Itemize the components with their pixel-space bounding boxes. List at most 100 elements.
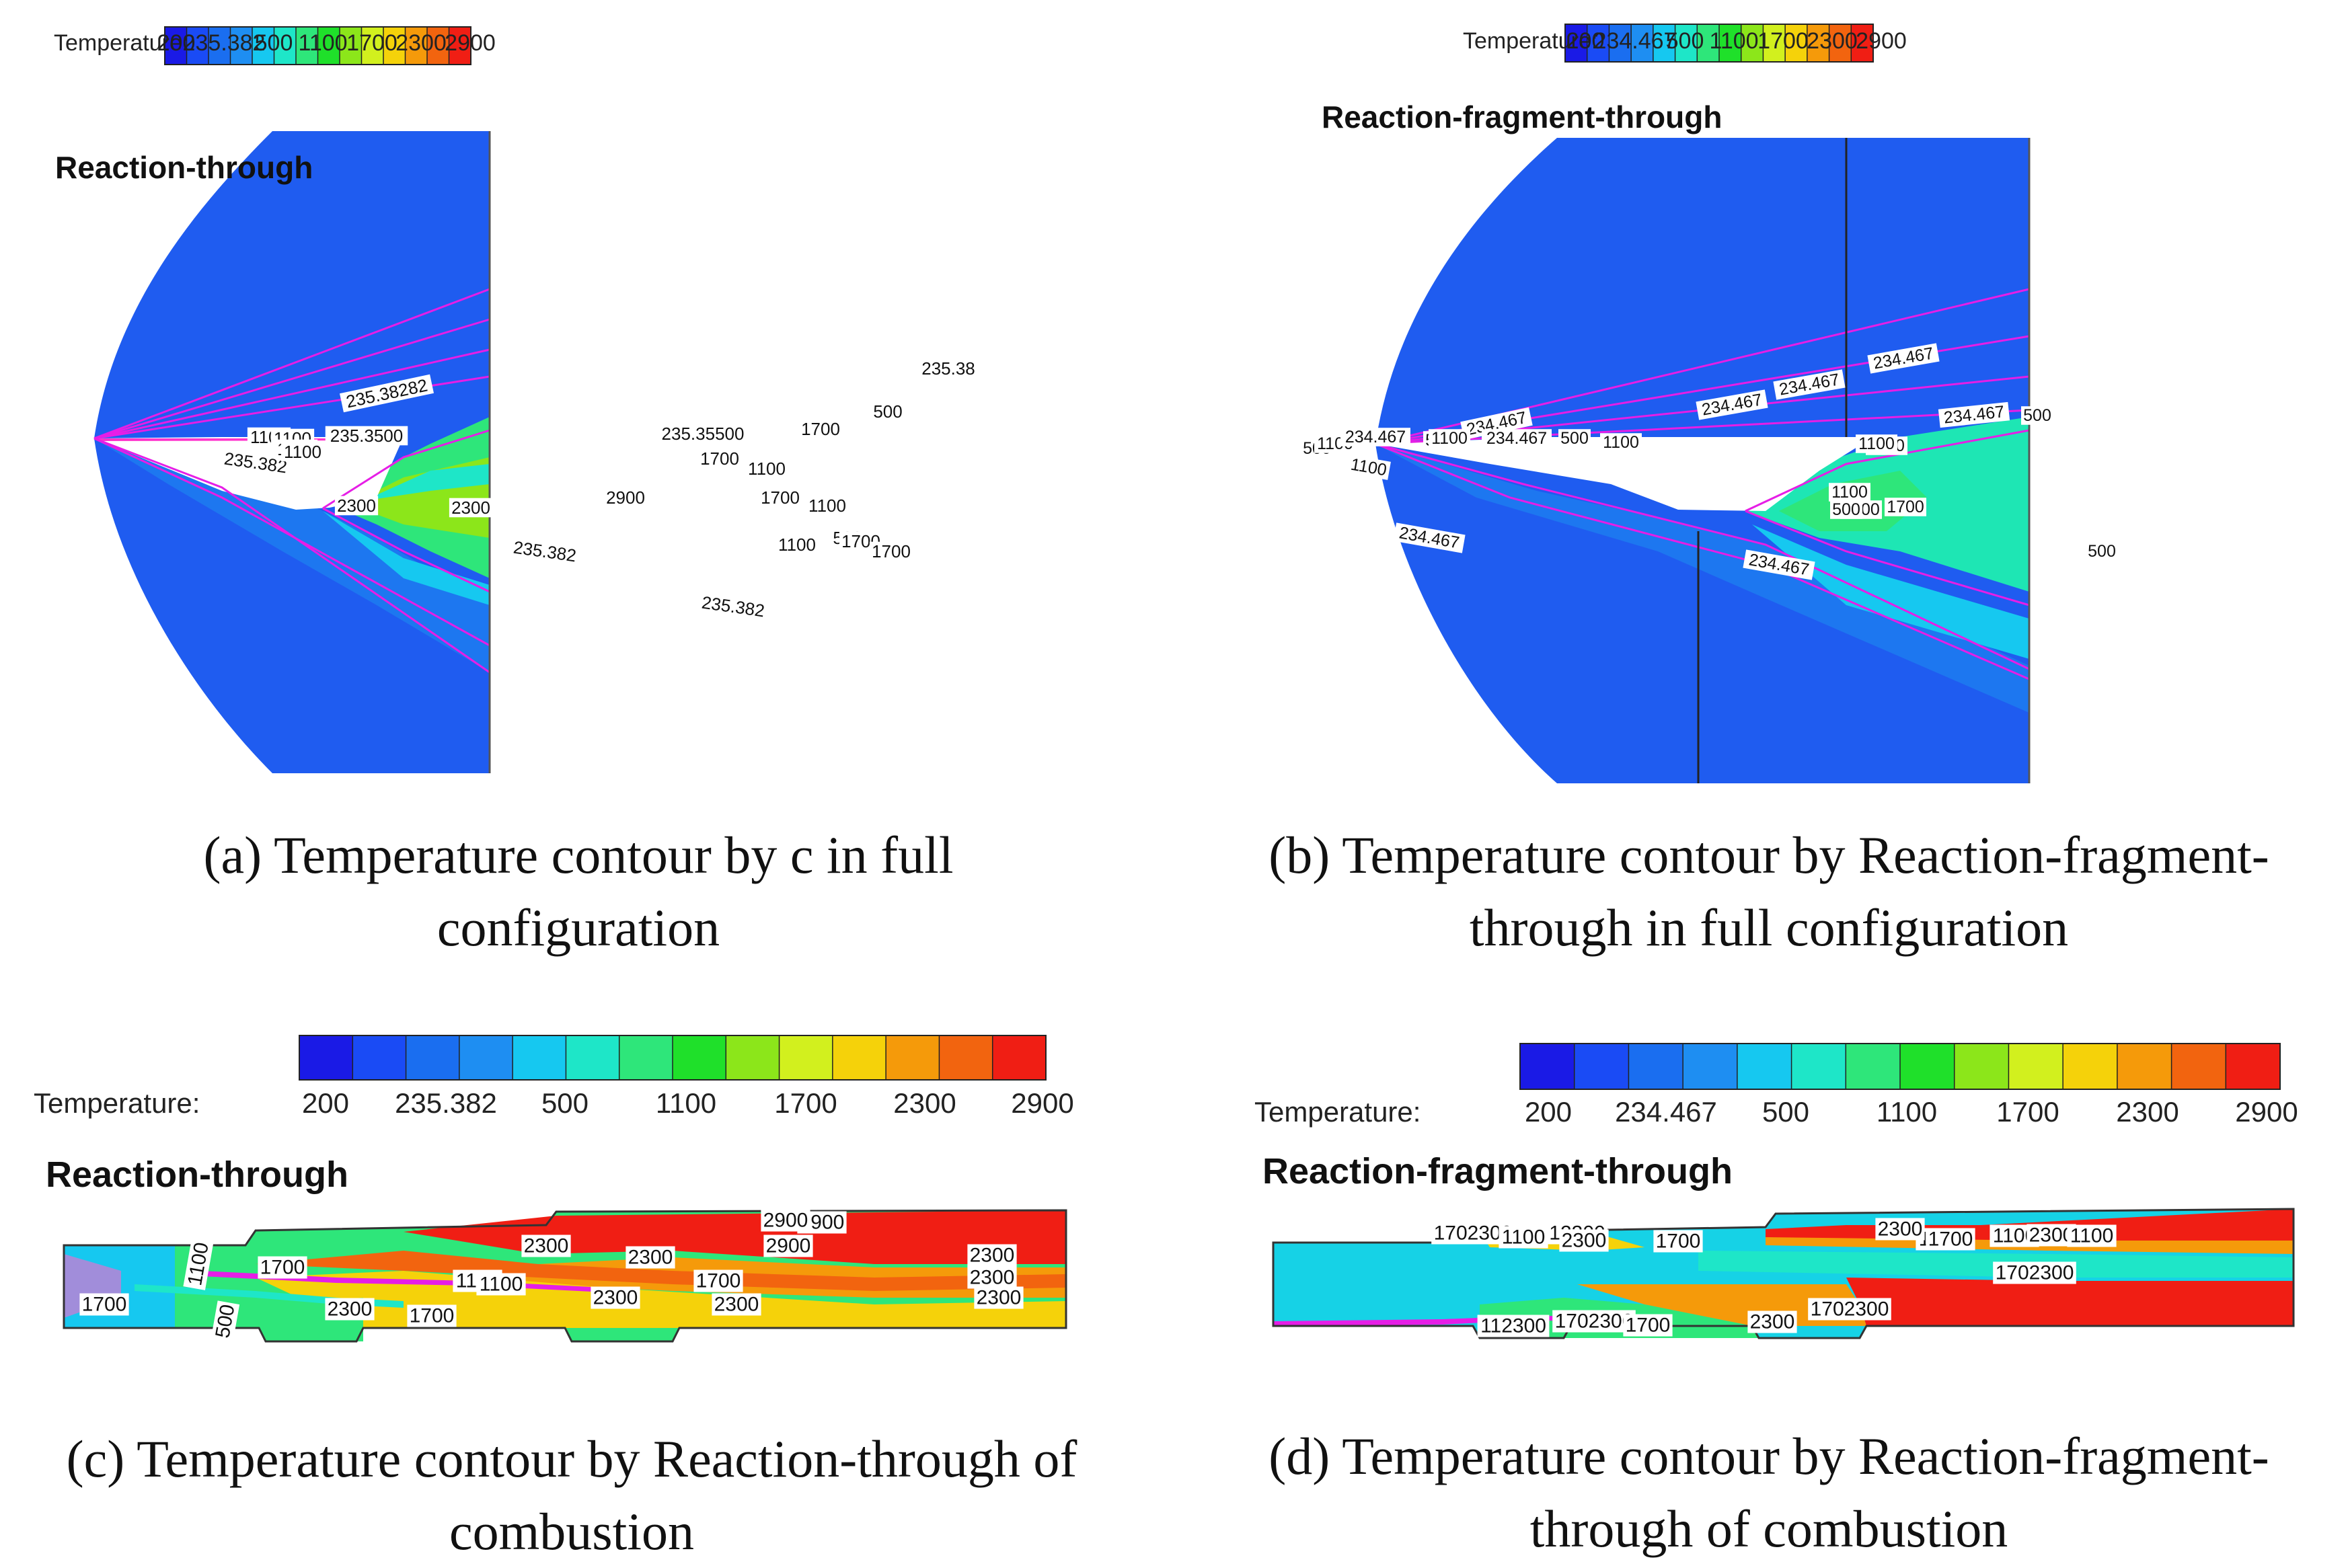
combustor-border	[63, 1209, 1067, 1343]
colorbar-swatch	[939, 1035, 993, 1080]
colorbar-swatch	[1807, 24, 1830, 62]
magenta-streak	[1273, 1315, 1644, 1326]
contour-label-bg	[1340, 428, 1410, 446]
contour-label: 500	[2086, 542, 2118, 561]
colorbar	[1564, 24, 1874, 63]
contour-label-text: 1700	[1656, 1230, 1701, 1253]
contour-label: 2900	[603, 487, 648, 508]
contour-label-bg	[340, 374, 434, 413]
contour-label-text: 1700	[696, 1270, 741, 1292]
contour-label-bg	[1653, 1230, 1703, 1253]
panel-c: Temperature: 200 235.382 500 1100 1700 2…	[0, 982, 1174, 1561]
colorbar-swatch	[1900, 1044, 1955, 1089]
colorbar-tick: 234.467	[1615, 1096, 1717, 1128]
colorbar-swatch	[406, 1035, 460, 1080]
contour-label-bg	[258, 1256, 307, 1279]
contour-label-bg	[1558, 429, 1591, 448]
contour-label: 1100	[745, 459, 789, 479]
hot-band-mid	[256, 1251, 1066, 1291]
panel-b: Temperature: 200 234.467 500 1100 1700 2…	[1174, 0, 2348, 982]
colorbar-tick: 2300	[1807, 28, 1858, 54]
colorbar-swatch	[1741, 24, 1764, 62]
contour-label-text: 2300	[1562, 1230, 1607, 1252]
colorbar-swatch	[779, 1035, 833, 1080]
contour-label-text: 2300	[1878, 1218, 1923, 1241]
contour-label-text: 1100	[1431, 429, 1468, 448]
contour-label-bg	[325, 1298, 375, 1321]
contour-label: 2300	[974, 1286, 1024, 1309]
colorbar-tick: 234.467	[1594, 28, 1677, 54]
colorbar-swatch	[317, 27, 340, 65]
contour-label-bg	[1875, 1218, 1925, 1241]
contour-label-bg	[521, 1234, 571, 1257]
contour-label: 235.35500	[656, 424, 749, 444]
colorbar-swatch	[1609, 24, 1632, 62]
colorbar-swatch	[252, 27, 274, 65]
contour-label-text: 2300	[524, 1235, 569, 1257]
colorbar-swatch	[209, 27, 231, 65]
wake-zone	[94, 438, 490, 672]
caption: (d) Temperature contour by Reaction-frag…	[1201, 1420, 2337, 1565]
contour-label-bg	[626, 1246, 675, 1269]
contour-label-text: 235.382	[700, 592, 765, 621]
contour-label-bg	[1808, 1298, 1891, 1321]
plot-title: Reaction-fragment-through	[1322, 100, 1722, 134]
contour-label-bg	[2067, 1224, 2117, 1247]
caption-line: through of combustion	[1529, 1499, 2008, 1558]
colorbar-swatch	[513, 1035, 566, 1080]
caption-line: combustion	[449, 1502, 694, 1561]
colorbar-tick: 2300	[395, 30, 447, 56]
contour-label-text: 2300	[451, 498, 490, 518]
contour-label: 235.38	[917, 358, 980, 379]
contour-label-bg	[775, 535, 819, 555]
colorbar-swatch	[274, 27, 297, 65]
contour-label-text: 1100	[480, 1273, 523, 1296]
colorbar-tick: 200	[1566, 28, 1605, 54]
colorbar-tick: 1100	[1709, 28, 1758, 54]
contour-label-bg	[695, 592, 771, 621]
colorbar-tick: 200	[157, 30, 196, 56]
contour-label: 2300	[1875, 1218, 1925, 1241]
contour-label-bg	[1938, 401, 2010, 428]
contour-label-text: 2900	[606, 487, 645, 508]
contour-label: 1100	[1600, 433, 1642, 452]
lower-plume	[323, 511, 490, 605]
colorbar-swatch	[2171, 1044, 2226, 1089]
contour-label: 1700	[1653, 1230, 1703, 1253]
contour-label-text: 1700	[761, 487, 800, 508]
contour-label: 1100	[1347, 455, 1391, 480]
contour-label-bg	[1552, 1310, 1636, 1333]
colorbar-tick: 2900	[2235, 1096, 2298, 1128]
colorbar-tick: 500	[255, 30, 293, 56]
colorbar-swatch	[1565, 24, 1588, 62]
colorbar-ticks: 200 235.382 500 1100 1700 2300 2900	[157, 30, 496, 56]
colorbar-swatch	[296, 27, 318, 65]
colorbar-swatch	[340, 27, 362, 65]
colorbar-tick: 2300	[2116, 1096, 2179, 1128]
contour-label-text: 234.467	[1486, 429, 1547, 448]
contour-label-bg	[712, 1293, 761, 1316]
contour-label-text: 500	[2088, 542, 2116, 561]
colorbar-swatch	[1763, 24, 1786, 62]
contour-label-bg	[476, 1273, 526, 1296]
contour-label-text: 2300	[977, 1287, 1022, 1309]
colorbar-swatch	[352, 1035, 407, 1080]
contour-label-bg	[974, 1286, 1024, 1309]
contour-label-text: 1700	[410, 1305, 455, 1327]
contour-label-bg	[917, 358, 980, 379]
contour-label-text: 235.382	[512, 537, 577, 566]
contour-label-bg	[1830, 500, 1862, 519]
colorbar-swatch	[2008, 1044, 2063, 1089]
colorbar-swatch	[405, 27, 428, 65]
contour-label-text: 1700	[1626, 1315, 1671, 1337]
colorbar-tick: 500	[1666, 28, 1704, 54]
panel-c-figure: Temperature: 200 235.382 500 1100 1700 2…	[34, 1035, 1074, 1343]
colorbar-tick: 1100	[1877, 1096, 1937, 1128]
contour-label-bg	[1499, 1226, 1548, 1249]
contour-label: 2300	[712, 1293, 761, 1316]
contour-label-bg	[1623, 1314, 1673, 1337]
contour-label-bg	[798, 419, 843, 439]
contour-label-bg	[967, 1244, 1017, 1267]
contour-label: 1100	[280, 442, 325, 462]
contour-labels: 234.467234.467234.467234.4675001100234.4…	[1301, 343, 2118, 580]
